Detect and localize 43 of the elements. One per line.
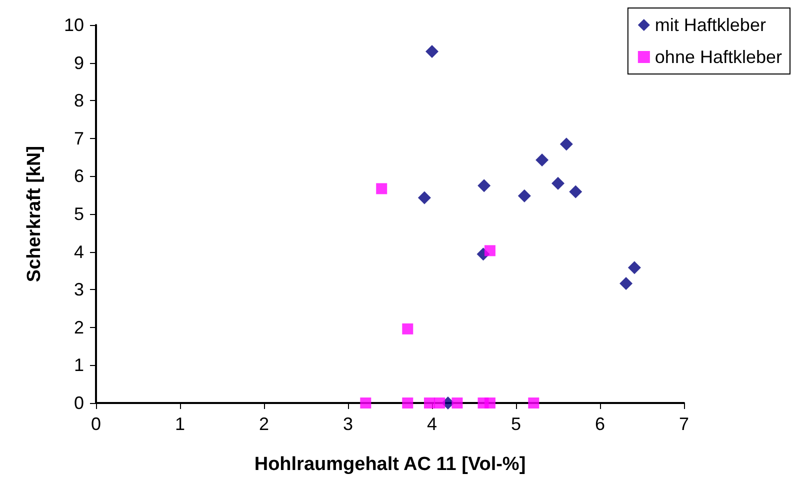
point [424,398,435,408]
point [426,44,438,58]
y-tick-label: 10 [64,15,84,35]
legend-label: ohne Haftkleber [654,47,782,67]
point [402,323,414,334]
y-tick-label: 0 [74,393,84,413]
y-tick-label: 2 [74,317,84,338]
point [434,398,446,408]
x-tick-label: 5 [510,414,522,434]
point [452,398,463,408]
legend-label: mit Haftkleber [654,15,766,35]
y-tick-label: 6 [74,166,84,186]
x-tick-label: 3 [342,414,354,434]
point [628,261,641,274]
point [484,398,496,408]
x-tick-label: 1 [174,414,186,434]
y-tick-label: 8 [74,90,84,111]
point [518,189,531,202]
point [620,277,633,290]
x-axis-title: Hohlraumgehalt AC 11 [Vol-%] [254,454,526,475]
point [536,153,549,166]
point [484,245,496,256]
point [418,191,431,204]
x-tick-label: 2 [258,414,270,434]
y-tick-label: 9 [74,52,84,73]
y-axis-title: Scherkraft [kN] [24,146,45,282]
point [478,179,491,192]
x-tick-label: 0 [90,414,102,434]
point [376,183,388,194]
y-tick-label: 1 [74,355,84,376]
x-tick-label: 7 [678,414,690,434]
x-tick-label: 4 [426,414,438,434]
point [402,398,414,408]
y-tick-label: 4 [74,242,84,262]
point [560,138,573,151]
y-tick-label: 3 [74,280,84,300]
x-tick-label: 6 [594,414,606,434]
point [528,398,540,408]
point [552,176,564,190]
y-tick-label: 7 [74,128,84,148]
point [569,185,582,198]
point [360,398,372,408]
y-tick-label: 5 [74,204,84,224]
